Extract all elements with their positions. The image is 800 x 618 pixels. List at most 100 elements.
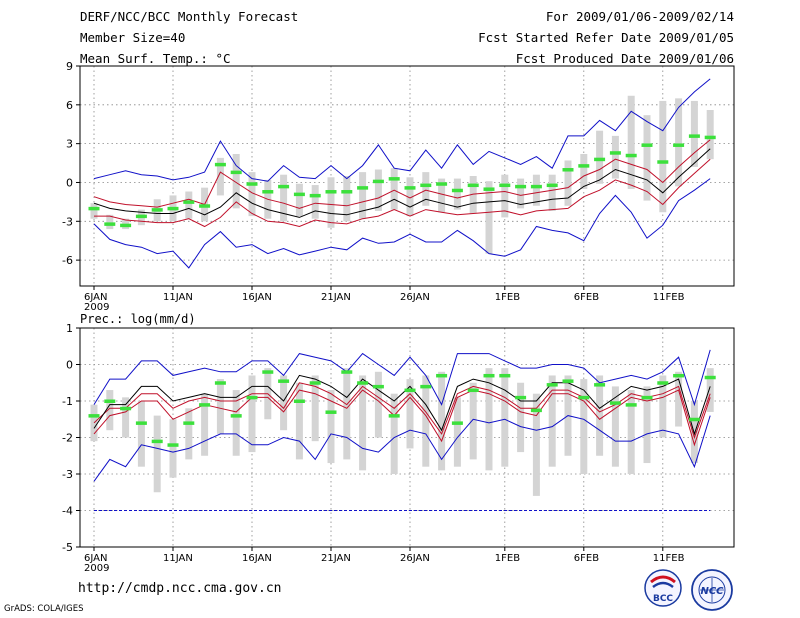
ensemble-box [596,130,604,184]
ensemble-box [343,176,351,222]
ensemble-box [485,181,493,254]
median-marker [214,162,226,167]
x-tick-label: 6FEB [574,292,599,303]
median-marker [262,370,274,374]
ensemble-box [517,382,525,453]
ensemble-box [185,408,193,460]
footer-url[interactable]: http://cmdp.ncc.cma.gov.cn [78,581,282,596]
median-marker [467,183,479,188]
ensemble-box [611,135,619,179]
ensemble-box [216,379,224,434]
median-marker [278,379,290,383]
x-tick-label: 11FEB [653,553,685,564]
series-lower-line [93,389,711,447]
ensemble-box [185,191,193,219]
ensemble-box [390,393,398,474]
y-tick-label: 0 [66,176,73,189]
fcst-started-date: Fcst Started Refer Date 2009/01/05 [478,30,734,45]
median-marker [293,192,305,197]
median-marker [357,186,369,190]
median-marker [609,401,621,405]
ensemble-box [106,390,114,431]
ensemble-box [137,401,145,467]
median-marker [657,381,669,385]
y-tick-label: -3 [62,468,73,481]
series-min-line [93,178,711,269]
median-marker [278,184,290,189]
plot-frame [79,65,735,287]
x-tick-label: 11JAN [163,553,193,564]
x-tick-label: 26JAN [400,292,430,303]
median-marker [688,134,700,138]
header-left: DERF/NCC/BCC Monthly Forecast Member Siz… [80,8,298,71]
median-marker [341,370,353,374]
median-marker [88,414,100,418]
series-mean-line [93,374,711,436]
median-marker [436,373,448,378]
ensemble-box [169,419,177,478]
median-marker [183,421,195,425]
ensemble-box [690,401,698,464]
ensemble-box [675,371,683,427]
median-marker [578,164,590,168]
median-marker [562,168,574,172]
ensemble-box [374,371,382,438]
ensemble-box [706,110,714,160]
ncc-logo: NCC [691,569,733,611]
median-marker [420,183,432,188]
ensemble-box [359,172,367,219]
median-marker [167,443,179,447]
y-tick-label: -2 [62,432,73,445]
ensemble-box [327,390,335,464]
x-tick-label: 21JAN [321,292,351,303]
median-marker [594,383,606,387]
ensemble-box [659,100,667,213]
median-marker [657,160,669,164]
y-tick-label: 3 [66,138,73,151]
y-tick-label: -4 [62,505,73,518]
x-tick-label: 1FEB [495,292,520,303]
ensemble-box [201,393,209,456]
header-right: For 2009/01/06-2009/02/14 Fcst Started R… [478,8,734,71]
y-tick-label: 1 [66,322,73,335]
median-marker [230,170,242,175]
ensemble-box [596,375,604,456]
ensemble-box [438,371,446,471]
median-marker [309,381,321,385]
series-mean-line [93,148,711,218]
variable-label: Mean Surf. Temp.: °C [80,51,231,66]
median-marker [357,381,369,385]
ensemble-box [232,154,240,209]
ensemble-box [580,154,588,189]
median-marker [451,421,463,425]
median-marker [341,190,353,194]
median-marker [293,399,305,403]
ncc-logo-text: NCC [700,586,724,597]
median-marker [104,399,116,403]
median-marker [578,395,590,400]
x-tick-label: 21JAN [321,553,351,564]
y-tick-label: -6 [62,254,73,267]
ensemble-box [627,390,635,474]
series-max-line [93,349,711,407]
ensemble-box [532,174,540,206]
y-tick-label: -5 [62,541,73,554]
grads-credit: GrADS: COLA/IGES [4,604,84,614]
bcc-logo: BCC [644,569,682,607]
ensemble-box [406,379,414,449]
median-marker [262,190,274,194]
ensemble-box [390,168,398,210]
ensemble-box [627,95,635,189]
ensemble-box [122,397,130,438]
x-tick-label: 6FEB [574,553,599,564]
median-marker [609,151,621,155]
ensemble-box [675,98,683,187]
median-marker [625,403,637,407]
member-size: Member Size=40 [80,30,186,45]
median-marker [594,157,606,162]
ensemble-box [216,157,224,196]
median-marker [372,384,384,389]
ensemble-box [295,382,303,460]
